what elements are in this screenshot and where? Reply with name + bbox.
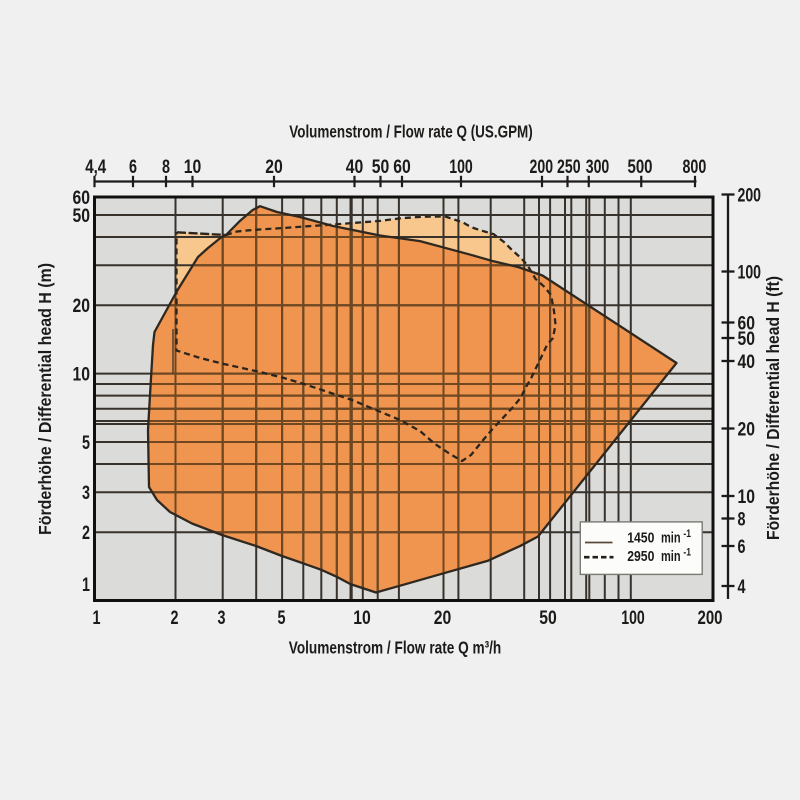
svg-text:300: 300 [586,157,610,178]
svg-text:800: 800 [683,157,707,178]
svg-text:200: 200 [698,608,723,629]
svg-text:20: 20 [265,157,283,178]
svg-text:6: 6 [738,537,746,558]
svg-text:Volumenstrom / Flow rate Q m³/: Volumenstrom / Flow rate Q m³/h [289,638,502,658]
svg-text:2950: 2950 [627,548,654,565]
svg-text:60: 60 [738,313,756,334]
svg-text:20: 20 [434,608,452,629]
svg-text:5: 5 [82,433,90,454]
svg-text:100: 100 [621,608,645,629]
svg-text:200: 200 [738,185,762,206]
svg-text:20: 20 [73,296,91,317]
svg-text:-1: -1 [683,547,691,559]
svg-text:min: min [661,548,681,565]
svg-text:20: 20 [738,419,756,440]
svg-text:8: 8 [738,509,746,530]
svg-text:10: 10 [353,608,371,629]
svg-text:40: 40 [738,352,756,373]
svg-text:10: 10 [184,157,202,178]
svg-text:min: min [661,530,681,547]
svg-text:60: 60 [73,188,91,209]
svg-text:Förderhöhe / Differential head: Förderhöhe / Differential head H (m) [35,263,55,535]
svg-text:8: 8 [162,157,170,178]
svg-text:40: 40 [346,157,364,178]
svg-text:200: 200 [530,157,554,178]
svg-text:5: 5 [278,608,286,629]
svg-text:100: 100 [738,262,762,283]
svg-text:1450: 1450 [627,530,654,547]
svg-text:50: 50 [73,206,91,227]
svg-text:100: 100 [449,157,473,178]
svg-text:4,4: 4,4 [85,157,106,178]
svg-text:2: 2 [171,608,179,629]
svg-text:-1: -1 [683,528,691,540]
svg-text:1: 1 [82,575,90,596]
svg-text:10: 10 [73,365,91,386]
svg-text:Volumenstrom / Flow rate Q (US: Volumenstrom / Flow rate Q (US.GPM) [289,122,533,142]
svg-text:60: 60 [393,157,411,178]
svg-text:50: 50 [539,608,557,629]
svg-text:3: 3 [82,483,90,504]
svg-text:2: 2 [82,523,90,544]
svg-text:50: 50 [738,329,756,350]
svg-text:4: 4 [738,577,746,598]
svg-text:500: 500 [628,157,653,178]
svg-text:10: 10 [738,487,756,508]
svg-text:6: 6 [129,157,137,178]
svg-text:Förderhöhe / Differential head: Förderhöhe / Differential head H (ft) [763,276,783,540]
svg-text:1: 1 [93,608,101,629]
svg-text:50: 50 [372,157,390,178]
svg-text:3: 3 [218,608,226,629]
svg-text:250: 250 [557,157,581,178]
